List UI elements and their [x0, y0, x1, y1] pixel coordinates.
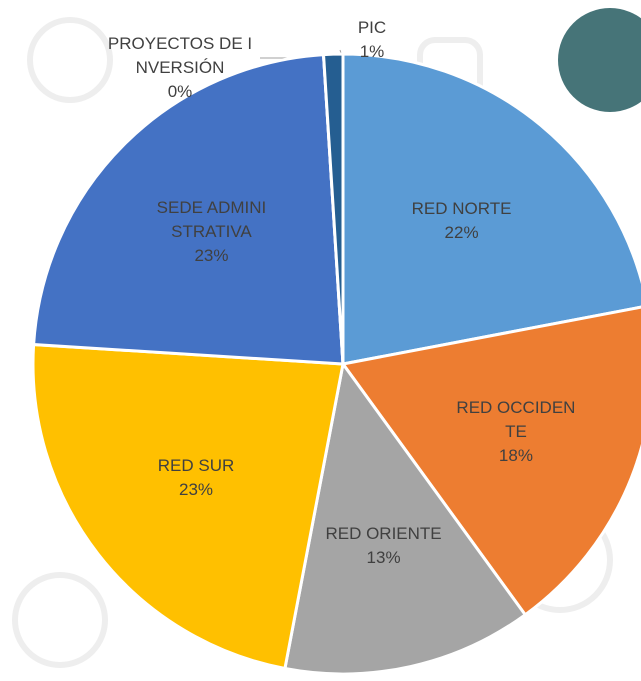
value-label: 13% — [366, 547, 401, 567]
category-label: RED NORTE — [411, 198, 512, 218]
slice-label: RED SUR 23% — [136, 454, 256, 502]
value-label: 23% — [179, 480, 214, 499]
value-label: 22% — [444, 222, 479, 242]
category-label: PROYECTOS DE INVERSIÓN — [107, 34, 253, 77]
slice-label: RED ORIENTE 13% — [324, 522, 444, 570]
slice-label: PIC 1% — [342, 16, 402, 64]
pie-slice — [283, 360, 528, 676]
value-label: 0% — [167, 82, 193, 101]
category-label: SEDE ADMINISTRATIVA — [156, 198, 267, 242]
pie-slice — [31, 342, 345, 671]
category-label: RED OCCIDENTE — [456, 398, 576, 442]
slice-label: SEDE ADMINISTRATIVA 23% — [156, 196, 267, 268]
slice-label: PROYECTOS DE INVERSIÓN 0% — [105, 32, 255, 104]
category-label: PIC — [357, 18, 387, 37]
value-label: 23% — [194, 246, 229, 266]
pie-slice — [340, 305, 641, 617]
slice-label: RED NORTE 22% — [402, 197, 522, 245]
value-label: 1% — [359, 42, 385, 61]
value-label: 18% — [498, 446, 533, 466]
pie-slice — [321, 52, 345, 365]
category-label: RED SUR — [157, 456, 235, 475]
pie-slice — [341, 52, 641, 366]
category-label: RED ORIENTE — [325, 523, 442, 543]
decor-circle — [558, 8, 641, 112]
pie-slice — [32, 53, 345, 366]
slice-label: RED OCCIDENTE 18% — [456, 396, 576, 468]
